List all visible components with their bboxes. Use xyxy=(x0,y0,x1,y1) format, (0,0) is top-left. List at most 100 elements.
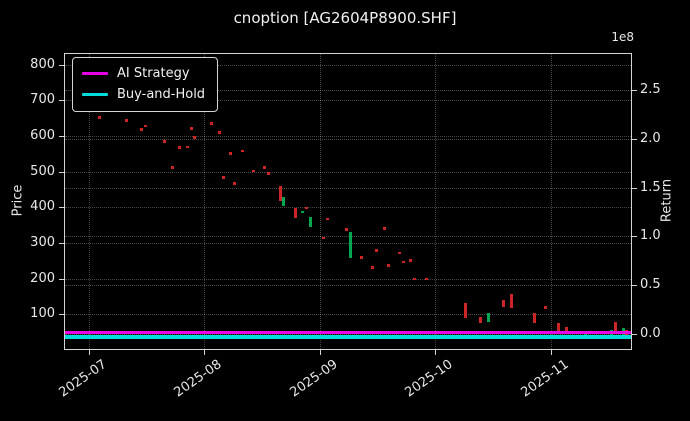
legend: AI Strategy Buy-and-Hold xyxy=(72,57,219,112)
price-tick-mark xyxy=(59,136,64,137)
price-tick-label: 600 xyxy=(30,128,55,143)
candlestick xyxy=(502,300,506,308)
candlestick xyxy=(293,208,297,219)
price-gridline xyxy=(65,171,631,173)
candlestick xyxy=(556,323,560,333)
return-tick-label: 1.5 xyxy=(640,179,661,195)
month-gridline xyxy=(319,54,321,349)
return-tick-mark xyxy=(632,90,637,91)
date-tick-mark xyxy=(319,350,321,355)
price-tick-label: 500 xyxy=(30,163,55,179)
price-gridline xyxy=(65,278,631,280)
candlestick xyxy=(409,259,413,262)
date-tick-label: 2025-08 xyxy=(171,357,225,401)
candlestick xyxy=(251,169,255,173)
candlestick xyxy=(170,165,174,169)
date-tick-mark xyxy=(88,350,90,355)
axis-multiplier-label: 1e8 xyxy=(611,30,634,44)
candlestick xyxy=(263,166,267,169)
legend-item-buy-and-hold: Buy-and-Hold xyxy=(82,84,205,105)
candlestick xyxy=(98,116,102,119)
candlestick xyxy=(382,227,386,230)
return-gridline xyxy=(65,236,631,238)
price-tick-label: 400 xyxy=(30,199,55,215)
candlestick xyxy=(486,313,490,323)
date-tick-mark xyxy=(550,350,552,355)
candlestick xyxy=(359,256,363,259)
ai-strategy-line xyxy=(65,331,631,334)
candlestick xyxy=(371,266,375,269)
price-tick-label: 100 xyxy=(30,306,55,322)
candlestick xyxy=(344,228,348,231)
candlestick xyxy=(162,140,166,144)
date-tick-mark xyxy=(435,350,437,355)
price-tick-mark xyxy=(59,278,64,280)
return-gridline xyxy=(65,187,631,189)
price-gridline xyxy=(65,136,631,137)
date-tick-mark xyxy=(204,350,206,355)
date-tick-label: 2025-09 xyxy=(287,357,341,401)
candlestick xyxy=(401,260,405,264)
candlestick xyxy=(308,217,312,228)
candlestick xyxy=(564,327,568,334)
return-gridline xyxy=(65,285,631,287)
candlestick xyxy=(189,127,193,130)
price-tick-mark xyxy=(59,171,64,173)
candlestick xyxy=(386,264,390,267)
price-tick-mark xyxy=(59,100,64,102)
buy-and-hold-line-swatch xyxy=(82,93,108,96)
candlestick xyxy=(185,145,189,149)
price-tick-mark xyxy=(59,64,64,66)
candlestick xyxy=(325,217,329,221)
candlestick xyxy=(178,145,182,149)
candlestick xyxy=(232,182,236,185)
right-axis-label: Return xyxy=(659,178,675,223)
candlestick xyxy=(229,152,233,155)
month-gridline xyxy=(550,54,552,349)
candlestick xyxy=(424,277,428,281)
date-tick-label: 2025-07 xyxy=(55,357,110,401)
candlestick xyxy=(143,124,147,128)
price-tick-mark xyxy=(59,242,64,244)
candlestick xyxy=(321,236,325,240)
candlestick xyxy=(217,131,221,134)
price-tick-mark xyxy=(59,207,64,209)
date-tick-label: 2025-11 xyxy=(518,357,572,401)
return-tick-mark xyxy=(632,236,637,238)
candlestick xyxy=(509,294,513,308)
return-tick-label: 2.0 xyxy=(640,130,661,146)
return-tick-mark xyxy=(632,285,637,287)
candlestick xyxy=(282,197,286,206)
return-tick-label: 1.0 xyxy=(640,228,661,244)
candlestick xyxy=(140,128,144,131)
return-tick-label: 2.5 xyxy=(640,82,661,97)
price-gridline xyxy=(65,242,631,244)
candlestick xyxy=(124,119,128,122)
legend-item-ai-strategy: AI Strategy xyxy=(82,63,205,84)
candlestick xyxy=(210,122,214,125)
return-tick-mark xyxy=(632,334,637,335)
buy-and-hold-line xyxy=(65,334,631,339)
price-gridline xyxy=(65,314,631,316)
candlestick xyxy=(479,317,483,324)
return-tick-mark xyxy=(632,187,637,189)
legend-label-buy-and-hold: Buy-and-Hold xyxy=(117,87,206,102)
price-tick-label: 300 xyxy=(30,234,55,250)
return-gridline xyxy=(65,90,631,91)
candlestick xyxy=(397,251,401,255)
candlestick xyxy=(267,172,271,175)
candlestick xyxy=(543,306,547,309)
candlestick xyxy=(193,136,197,139)
candlestick xyxy=(375,249,379,252)
chart-title: cnoption [AG2604P8900.SHF] xyxy=(233,9,457,27)
candlestick xyxy=(240,149,244,153)
price-tick-label: 200 xyxy=(30,270,55,286)
price-gridline xyxy=(65,207,631,209)
return-tick-mark xyxy=(632,138,637,140)
month-gridline xyxy=(204,54,206,349)
ai-strategy-line-swatch xyxy=(82,72,108,75)
candlestick xyxy=(305,206,309,210)
return-gridline xyxy=(65,138,631,140)
candlestick xyxy=(613,322,617,333)
